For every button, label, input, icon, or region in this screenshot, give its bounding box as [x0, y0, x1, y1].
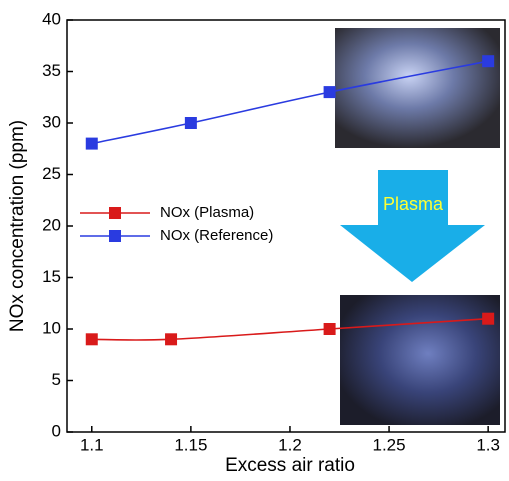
- legend-label: NOx (Plasma): [160, 204, 254, 221]
- y-tick-label: 10: [42, 318, 61, 337]
- y-tick-label: 25: [42, 164, 61, 183]
- marker: [86, 138, 98, 150]
- marker: [482, 313, 494, 325]
- y-tick-label: 40: [42, 9, 61, 28]
- flame-photo-reference: [335, 28, 500, 148]
- y-tick-label: 35: [42, 61, 61, 80]
- marker: [86, 333, 98, 345]
- y-tick-label: 0: [52, 421, 61, 440]
- arrow: [340, 170, 485, 282]
- y-axis-label: NOx concentration (ppm): [7, 120, 28, 332]
- x-axis-label: Excess air ratio: [225, 455, 355, 476]
- legend-label: NOx (Reference): [160, 227, 273, 244]
- y-tick-label: 20: [42, 215, 61, 234]
- y-tick-label: 30: [42, 112, 61, 131]
- x-tick-label: 1.1: [80, 435, 104, 454]
- marker: [482, 55, 494, 67]
- marker: [185, 117, 197, 129]
- chart: Plasma Excess air ratio NOx concentratio…: [0, 0, 509, 481]
- marker: [324, 323, 336, 335]
- legend-marker: [109, 207, 121, 219]
- marker: [324, 86, 336, 98]
- arrow-label: Plasma: [383, 194, 444, 214]
- y-tick-label: 15: [42, 267, 61, 286]
- legend-marker: [109, 230, 121, 242]
- y-tick-label: 5: [52, 370, 61, 389]
- x-tick-label: 1.25: [373, 435, 406, 454]
- x-tick-label: 1.15: [174, 435, 207, 454]
- x-tick-label: 1.2: [278, 435, 302, 454]
- marker: [165, 333, 177, 345]
- flame-photo-plasma: [340, 295, 500, 425]
- x-tick-label: 1.3: [476, 435, 500, 454]
